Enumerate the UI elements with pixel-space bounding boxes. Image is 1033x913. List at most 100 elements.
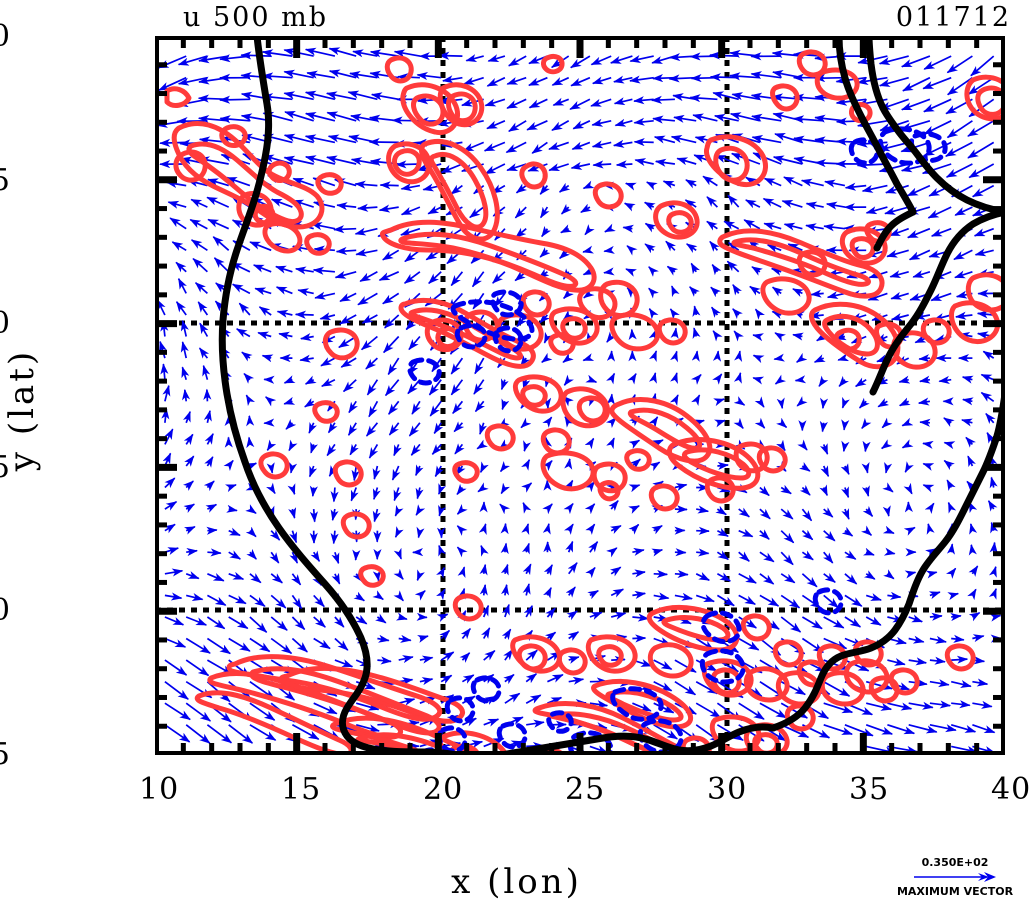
wind-vector: [288, 507, 297, 519]
wind-vector: [653, 724, 679, 740]
wind-vector: [487, 54, 506, 63]
wind-vector: [289, 551, 299, 564]
wind-vector: [947, 501, 957, 514]
wind-vector: [333, 225, 357, 234]
wind-vector: [354, 227, 378, 236]
wind-vector: [291, 616, 306, 631]
wind-vector: [192, 257, 208, 273]
wind-vector: [738, 551, 750, 562]
wind-vector: [606, 331, 617, 343]
wind-vector: [862, 505, 874, 517]
wind-vector: [543, 564, 553, 576]
wind-vector: [632, 569, 646, 578]
ytick-label: -15: [0, 163, 11, 198]
wind-vector: [499, 503, 511, 515]
wind-vector: [743, 219, 761, 230]
wind-vector: [378, 204, 399, 213]
wind-vector: [628, 328, 637, 341]
wind-vector: [185, 571, 200, 580]
wind-vector: [582, 266, 595, 276]
wind-vector: [203, 388, 212, 402]
wind-vector: [648, 350, 658, 362]
wind-vector: [884, 461, 893, 474]
wind-vector: [440, 674, 453, 685]
wind-vector: [459, 652, 471, 663]
wind-vector: [796, 396, 808, 407]
wind-vector: [792, 332, 804, 341]
wind-vector: [499, 460, 511, 473]
wind-vector: [922, 76, 952, 90]
wind-vector: [928, 591, 941, 600]
wind-vector: [609, 566, 622, 577]
wind-vector: [269, 551, 280, 564]
wind-vector: [712, 373, 723, 385]
wind-vector: [628, 484, 641, 493]
wind-vector: [404, 249, 421, 263]
wind-vector: [881, 439, 893, 450]
wind-vector: [450, 379, 464, 396]
wind-vector: [780, 573, 796, 584]
wind-vector: [584, 503, 596, 515]
wind-vector: [203, 409, 212, 423]
wind-vector: [759, 573, 775, 585]
wind-vector: [589, 700, 609, 709]
wind-vector: [547, 696, 563, 706]
wind-vector: [780, 594, 801, 609]
vector-magnitude-label: 0.350E+02: [921, 856, 989, 869]
wind-vector: [904, 570, 917, 579]
xtick-label: 10: [139, 772, 180, 807]
wind-vector: [398, 634, 412, 643]
wind-vector: [398, 655, 414, 664]
wind-vector: [164, 702, 191, 721]
wind-vector: [289, 461, 298, 474]
wind-vector: [706, 220, 718, 231]
wind-vector: [950, 723, 977, 733]
wind-vector: [569, 98, 591, 110]
wind-vector: [702, 175, 718, 187]
wind-vector: [185, 659, 210, 677]
wind-vector: [903, 482, 913, 495]
wind-vector: [861, 485, 870, 497]
wind-vector: [330, 487, 339, 503]
wind-vector: [946, 76, 973, 96]
wind-vector: [504, 692, 521, 704]
wind-vector: [235, 328, 251, 338]
wind-vector: [310, 222, 336, 231]
wind-vector: [629, 75, 654, 84]
wind-vector: [508, 55, 527, 67]
wind-vector: [759, 594, 780, 607]
wind-vector: [190, 198, 208, 208]
wind-vector: [961, 418, 973, 427]
wind-vector: [304, 397, 316, 408]
wind-vector: [543, 586, 552, 599]
wind-vector: [632, 702, 652, 712]
wind-vector: [368, 400, 379, 418]
wind-vector: [918, 354, 930, 363]
wind-vector: [865, 206, 888, 215]
wind-vector: [542, 460, 553, 472]
wind-vector: [582, 245, 594, 254]
wind-vector: [436, 613, 449, 623]
wind-vector: [780, 530, 795, 544]
wind-vector: [387, 357, 400, 376]
wind-vector: [606, 393, 615, 405]
wind-vector: [628, 439, 641, 449]
wind-vector: [583, 288, 595, 299]
wind-vector: [384, 314, 400, 329]
wind-vector: [758, 485, 770, 497]
wind-vector: [644, 222, 657, 233]
wind-vector: [522, 502, 532, 514]
wind-vector: [887, 702, 913, 711]
wind-vector: [483, 650, 496, 661]
wind-vector: [450, 357, 464, 375]
wind-vector: [823, 680, 851, 697]
wind-vector: [270, 616, 288, 631]
wind-vector: [633, 138, 654, 147]
wind-vector: [355, 248, 378, 257]
wind-vector: [732, 283, 742, 296]
wind-vector: [285, 419, 297, 430]
wind-vector: [436, 566, 446, 579]
wind-vector: [453, 421, 465, 433]
wind-vector: [228, 724, 254, 744]
wind-vector: [162, 384, 171, 402]
